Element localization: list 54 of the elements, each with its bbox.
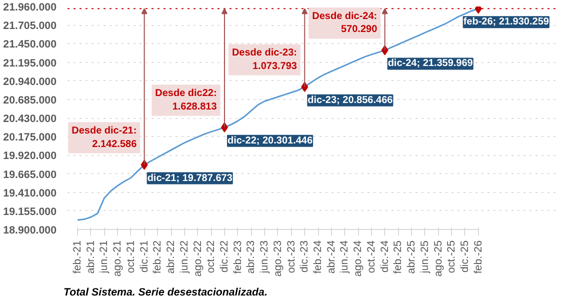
x-tick-label: abr.-23 bbox=[245, 240, 258, 274]
y-tick-label: 20.685.000 bbox=[3, 94, 57, 106]
x-tick-label: oct.-24 bbox=[365, 240, 378, 274]
y-tick-label: 21.705.000 bbox=[3, 20, 57, 32]
x-tick-label: feb.-22 bbox=[152, 240, 164, 274]
x-tick-label: jun.-23 bbox=[258, 240, 271, 274]
x-tick-label: ago.-22 bbox=[192, 240, 204, 277]
x-tick-label: ago.-25 bbox=[432, 240, 444, 277]
x-tick-label: dic.-25 bbox=[458, 240, 471, 272]
x-tick-label: feb.-21 bbox=[72, 240, 84, 274]
x-tick-label: ago.-21 bbox=[112, 240, 124, 277]
y-tick-label: 21.450.000 bbox=[3, 38, 57, 51]
y-tick-label: 19.410.000 bbox=[3, 187, 57, 200]
y-tick-label: 18.900.000 bbox=[3, 224, 57, 236]
x-tick-label: oct.-23 bbox=[285, 240, 298, 274]
x-tick-label: feb.-26 bbox=[472, 240, 484, 274]
x-tick-label: feb.-23 bbox=[232, 240, 244, 274]
x-tick-label: jun.-21 bbox=[98, 240, 110, 274]
x-tick-label: ago.-24 bbox=[352, 240, 364, 277]
text: Total Sistema. Serie desestacionalizada. bbox=[64, 286, 268, 298]
y-tick-label: 19.920.000 bbox=[3, 150, 57, 162]
x-tick-label: abr.-24 bbox=[325, 240, 338, 274]
x-tick-label: dic.-24 bbox=[378, 240, 391, 272]
y-tick-label: 19.665.000 bbox=[3, 168, 57, 181]
annotation: feb-26; 21.930.259 bbox=[463, 16, 550, 28]
x-tick-label: jun.-25 bbox=[418, 240, 431, 274]
x-tick-label: jun.-24 bbox=[338, 240, 351, 274]
x-tick-label: abr.-21 bbox=[84, 240, 97, 274]
x-tick-label: oct.-21 bbox=[124, 240, 137, 274]
y-tick-label: 21.960.000 bbox=[3, 2, 57, 14]
annotation: Desde dic-21: 2.142.586 bbox=[72, 126, 138, 150]
y-tick-label: 20.940.000 bbox=[3, 76, 57, 88]
y-tick-label: 20.430.000 bbox=[3, 113, 57, 125]
x-tick-label: oct.-25 bbox=[446, 240, 458, 274]
x-tick-label: abr.-22 bbox=[165, 240, 178, 274]
annotation: dic-21; 19.787.673 bbox=[147, 172, 233, 184]
x-tick-label: oct.-22 bbox=[205, 240, 218, 274]
x-tick-label: dic.-21 bbox=[138, 240, 150, 272]
y-tick-label: 19.155.000 bbox=[3, 206, 57, 218]
annotation: Desde dic-23: 1.073.793 bbox=[232, 48, 298, 72]
x-tick-label: dic.-23 bbox=[298, 240, 311, 272]
x-tick-label: feb.-25 bbox=[392, 240, 404, 274]
annotation: dic-23; 20.856.466 bbox=[308, 94, 394, 106]
annotation: Desde dic22: 1.628.813 bbox=[155, 88, 218, 112]
annotation: dic-24; 21.359.969 bbox=[388, 58, 474, 70]
annotation: dic-22; 20.301.446 bbox=[227, 135, 313, 146]
x-tick-label: dic.-22 bbox=[218, 240, 230, 272]
x-tick-label: feb.-24 bbox=[312, 240, 324, 274]
x-tick-label: abr.-25 bbox=[406, 240, 418, 274]
x-tick-label: ago.-23 bbox=[272, 240, 284, 277]
y-tick-label: 21.195.000 bbox=[3, 57, 57, 70]
x-tick-label: jun.-22 bbox=[178, 240, 190, 274]
annotation: Desde dic-24: 570.290 bbox=[312, 11, 378, 36]
y-tick-label: 20.175.000 bbox=[3, 132, 57, 144]
